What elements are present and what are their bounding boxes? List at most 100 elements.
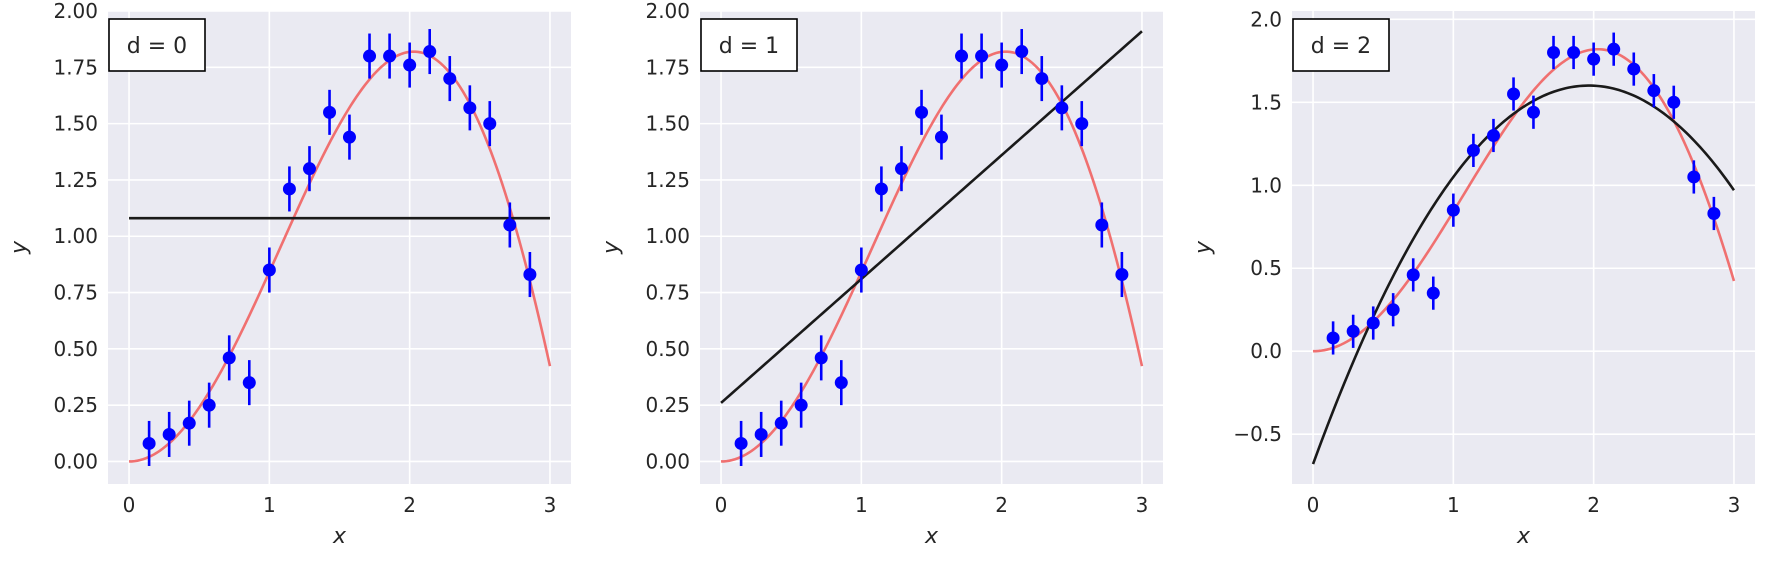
data-point <box>1115 268 1129 282</box>
data-point <box>242 376 256 390</box>
data-point <box>1406 268 1420 282</box>
y-tick-label: 1.00 <box>53 224 98 248</box>
y-tick-label: 0.25 <box>53 393 98 417</box>
data-point <box>995 58 1009 72</box>
data-point <box>734 436 748 450</box>
fit-curve <box>1311 84 1736 465</box>
data-point <box>1607 42 1621 56</box>
y-axis-label: y <box>1191 240 1216 255</box>
x-tick-label: 1 <box>263 493 276 517</box>
x-tick-label: 0 <box>123 493 136 517</box>
legend-box <box>108 18 206 72</box>
x-axis-label: x <box>1516 524 1531 549</box>
curves-group <box>129 50 552 463</box>
y-tick-label: 1.25 <box>645 168 690 192</box>
data-point <box>834 376 848 390</box>
plot-area <box>108 11 571 484</box>
data-point <box>463 101 477 115</box>
y-axis-label: y <box>7 240 32 255</box>
y-tick-label: 0.00 <box>645 449 690 473</box>
data-point <box>1446 203 1460 217</box>
data-point <box>1326 331 1340 345</box>
data-point <box>1486 128 1500 142</box>
legend-box <box>700 18 798 72</box>
data-point <box>1707 206 1721 220</box>
data-point <box>523 268 537 282</box>
data-point <box>1507 87 1521 101</box>
data-point <box>383 49 397 63</box>
data-point <box>403 58 417 72</box>
data-point <box>1687 170 1701 184</box>
y-tick-label: 0.50 <box>645 337 690 361</box>
data-point <box>1015 45 1029 59</box>
data-point <box>1667 95 1681 109</box>
data-point <box>323 105 337 119</box>
data-point <box>282 182 296 196</box>
y-tick-label: 0.75 <box>645 281 690 305</box>
legend-label: d = 1 <box>719 34 779 59</box>
x-tick-label: 1 <box>855 493 868 517</box>
y-tick-label: 1.00 <box>645 224 690 248</box>
y-tick-label: 1.50 <box>645 112 690 136</box>
y-tick-label: 2.00 <box>53 0 98 23</box>
x-tick-label: 2 <box>403 493 416 517</box>
data-point <box>1346 324 1360 338</box>
chart-panel-2: 0 1 2 3 0.00 0.25 0.50 0.75 1.00 1.25 1.50 1.75 2.00… <box>599 0 1163 549</box>
data-point <box>443 72 457 86</box>
data-point <box>503 218 517 232</box>
data-point <box>342 130 356 144</box>
data-point <box>1466 143 1480 157</box>
data-point <box>1426 286 1440 300</box>
y-tick-label: 1.0 <box>1250 173 1282 197</box>
x-tick-label: 3 <box>544 493 557 517</box>
x-tick-label: 0 <box>1307 493 1320 517</box>
y-tick-label: −0.5 <box>1233 422 1282 446</box>
y-tick-label: 1.5 <box>1250 90 1282 114</box>
true-curve <box>1313 47 1736 353</box>
y-tick-label: 0.00 <box>53 449 98 473</box>
y-tick-label: 1.50 <box>53 112 98 136</box>
y-tick-label: 1.75 <box>53 55 98 79</box>
legend-label: d = 0 <box>127 34 187 59</box>
data-point <box>483 117 497 131</box>
true-curve <box>721 50 1144 463</box>
data-point <box>423 45 437 59</box>
x-axis-label: x <box>924 524 939 549</box>
true-curve <box>129 50 552 463</box>
y-tick-label: 0.0 <box>1250 339 1282 363</box>
data-point <box>934 130 948 144</box>
data-point <box>1035 72 1049 86</box>
x-tick-label: 3 <box>1136 493 1149 517</box>
x-tick-label: 3 <box>1728 493 1741 517</box>
data-point <box>182 416 196 430</box>
data-point <box>1055 101 1069 115</box>
y-tick-label: 0.50 <box>53 337 98 361</box>
data-point <box>955 49 969 63</box>
y-tick-label: 2.0 <box>1250 7 1282 31</box>
y-tick-label: 0.5 <box>1250 256 1282 280</box>
data-point <box>363 49 377 63</box>
data-point <box>915 105 929 119</box>
x-tick-label: 2 <box>1587 493 1600 517</box>
data-point <box>874 182 888 196</box>
y-axis-label: y <box>599 240 624 255</box>
data-point <box>202 398 216 412</box>
data-point <box>975 49 989 63</box>
data-point <box>774 416 788 430</box>
data-point <box>854 263 868 277</box>
data-point <box>1386 303 1400 317</box>
data-point <box>1647 84 1661 98</box>
y-tick-label: 1.25 <box>53 168 98 192</box>
legend-label: d = 2 <box>1311 34 1371 59</box>
data-point <box>1627 62 1641 76</box>
data-point <box>222 351 236 365</box>
data-point <box>1587 52 1601 66</box>
legend-box <box>1292 18 1390 72</box>
data-point <box>814 351 828 365</box>
data-point <box>794 398 808 412</box>
x-tick-label: 0 <box>715 493 728 517</box>
data-point <box>1526 105 1540 119</box>
plot-area <box>700 11 1163 484</box>
y-tick-label: 0.75 <box>53 281 98 305</box>
